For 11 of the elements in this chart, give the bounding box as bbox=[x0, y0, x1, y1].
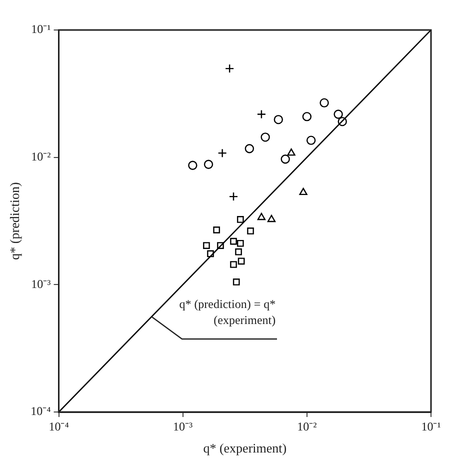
y-tick-label: 10⁻⁴ bbox=[30, 404, 51, 418]
x-axis-title: q* (experiment) bbox=[203, 440, 287, 456]
y-tick-label: 10⁻¹ bbox=[31, 22, 52, 36]
x-tick-label: 10⁻⁴ bbox=[48, 419, 69, 434]
y-tick-label: 10⁻³ bbox=[31, 276, 52, 291]
y-tick-label: 10⁻² bbox=[31, 149, 52, 164]
x-tick-label: 10⁻³ bbox=[173, 419, 194, 434]
annotation: q* (prediction) = q* (experiment) bbox=[178, 296, 276, 328]
x-tick-label: 10⁻¹ bbox=[421, 419, 442, 434]
x-tick-label: 10⁻² bbox=[297, 419, 318, 434]
y-axis-title: q* (prediction) bbox=[7, 182, 22, 260]
